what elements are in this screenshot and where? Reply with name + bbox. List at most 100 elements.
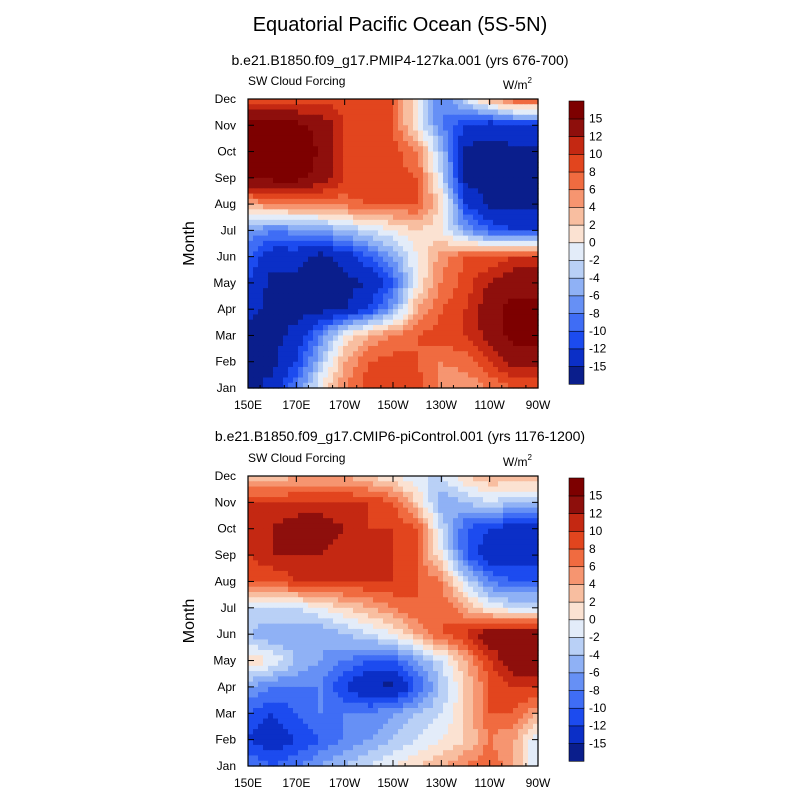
- heatmap-cell: [398, 235, 404, 242]
- heatmap-cell: [528, 298, 534, 305]
- heatmap-cell: [518, 528, 524, 535]
- heatmap-cell: [463, 188, 469, 195]
- heatmap-cell: [413, 293, 419, 300]
- heatmap-cell: [448, 225, 454, 231]
- heatmap-cell: [328, 476, 334, 482]
- heatmap-cell: [443, 309, 449, 316]
- heatmap-cell: [433, 120, 439, 126]
- heatmap-cell: [453, 597, 459, 604]
- heatmap-cell: [463, 356, 469, 363]
- heatmap-cell: [348, 146, 354, 153]
- heatmap-cell: [383, 109, 389, 116]
- heatmap-cell: [488, 382, 494, 389]
- heatmap-cell: [343, 146, 349, 153]
- heatmap-cell: [463, 597, 469, 604]
- heatmap-cell: [388, 555, 394, 561]
- heatmap-cell: [528, 544, 534, 551]
- heatmap-cell: [303, 272, 309, 279]
- heatmap-cell: [408, 246, 414, 252]
- heatmap-cell: [508, 172, 514, 179]
- heatmap-cell: [493, 109, 499, 116]
- heatmap-cell: [503, 167, 509, 174]
- heatmap-cell: [368, 372, 374, 379]
- heatmap-cell: [458, 507, 464, 514]
- heatmap-cell: [423, 618, 429, 625]
- heatmap-cell: [328, 613, 334, 619]
- heatmap-cell: [458, 576, 464, 583]
- heatmap-cell: [518, 544, 524, 551]
- heatmap-cell: [438, 623, 444, 630]
- heatmap-cell: [258, 314, 264, 321]
- heatmap-cell: [278, 523, 284, 530]
- heatmap-cell: [513, 534, 519, 540]
- heatmap-cell: [478, 303, 484, 310]
- heatmap-cell: [263, 225, 269, 231]
- heatmap-cell: [258, 356, 264, 363]
- heatmap-cell: [508, 502, 514, 509]
- heatmap-cell: [378, 491, 384, 498]
- heatmap-cell: [528, 560, 534, 567]
- heatmap-cell: [323, 340, 329, 347]
- heatmap-cell: [288, 193, 294, 200]
- heatmap-cell: [258, 539, 264, 546]
- heatmap-cell: [268, 534, 274, 540]
- heatmap-cell: [443, 125, 449, 132]
- heatmap-cell: [453, 335, 459, 342]
- heatmap-cell: [253, 214, 259, 221]
- heatmap-cell: [508, 309, 514, 316]
- heatmap-cell: [333, 309, 339, 316]
- heatmap-cell: [493, 518, 499, 525]
- heatmap-cell: [483, 618, 489, 625]
- heatmap-cell: [488, 109, 494, 116]
- heatmap-cell: [363, 141, 369, 147]
- heatmap-cell: [433, 146, 439, 153]
- heatmap-cell: [358, 539, 364, 546]
- heatmap-cell: [343, 151, 349, 158]
- heatmap-cell: [288, 162, 294, 168]
- heatmap-cell: [533, 193, 539, 200]
- heatmap-cell: [458, 167, 464, 174]
- heatmap-cell: [488, 225, 494, 231]
- heatmap-cell: [503, 581, 509, 588]
- heatmap-cell: [523, 555, 529, 561]
- heatmap-cell: [353, 125, 359, 132]
- heatmap-cell: [328, 581, 334, 588]
- heatmap-cell: [313, 576, 319, 583]
- heatmap-cell: [408, 539, 414, 546]
- heatmap-cell: [308, 219, 314, 226]
- heatmap-cell: [268, 235, 274, 242]
- heatmap-cell: [323, 324, 329, 331]
- heatmap-cell: [418, 261, 424, 268]
- heatmap-cell: [483, 256, 489, 263]
- heatmap-cell: [513, 293, 519, 300]
- heatmap-cell: [463, 156, 469, 163]
- heatmap-cell: [468, 351, 474, 358]
- heatmap-cell: [253, 607, 259, 614]
- heatmap-cell: [443, 549, 449, 556]
- heatmap-cell: [468, 497, 474, 503]
- heatmap-cell: [363, 151, 369, 158]
- heatmap-cell: [253, 209, 259, 216]
- heatmap-cell: [438, 549, 444, 556]
- heatmap-cell: [258, 592, 264, 598]
- heatmap-cell: [273, 303, 279, 310]
- heatmap-cell: [253, 324, 259, 331]
- heatmap-cell: [448, 523, 454, 530]
- heatmap-cell: [458, 141, 464, 147]
- heatmap-cell: [423, 293, 429, 300]
- heatmap-cell: [473, 151, 479, 158]
- heatmap-cell: [343, 172, 349, 179]
- heatmap-cell: [278, 539, 284, 546]
- heatmap-cell: [533, 602, 539, 609]
- heatmap-cell: [438, 345, 444, 352]
- heatmap-cell: [338, 613, 344, 619]
- heatmap-cell: [378, 340, 384, 347]
- heatmap-cell: [368, 335, 374, 342]
- heatmap-cell: [368, 539, 374, 546]
- heatmap-cell: [413, 282, 419, 289]
- heatmap-cell: [483, 361, 489, 368]
- heatmap-cell: [378, 309, 384, 316]
- heatmap-cell: [483, 130, 489, 137]
- heatmap-cell: [523, 518, 529, 525]
